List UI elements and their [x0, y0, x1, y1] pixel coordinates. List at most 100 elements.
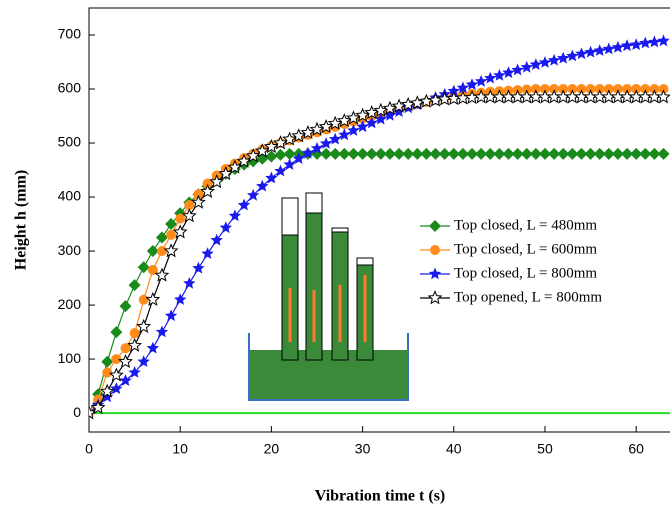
marker — [603, 84, 614, 95]
marker — [611, 147, 624, 160]
marker — [174, 293, 187, 305]
marker — [227, 159, 243, 174]
marker — [529, 147, 542, 160]
marker — [356, 147, 369, 160]
marker — [282, 131, 298, 146]
marker — [602, 147, 615, 160]
marker — [165, 218, 178, 231]
marker — [484, 71, 497, 84]
x-tick-label: 30 — [355, 441, 371, 457]
marker — [547, 53, 561, 66]
marker — [155, 231, 168, 244]
marker — [274, 164, 287, 177]
marker — [90, 399, 106, 415]
marker — [355, 107, 371, 122]
plot-area — [89, 34, 670, 420]
marker — [420, 147, 433, 160]
marker — [657, 147, 670, 160]
marker — [648, 35, 661, 48]
legend-label: Top opened, L = 800mm — [454, 289, 602, 305]
marker — [493, 69, 506, 81]
marker — [620, 39, 634, 52]
marker — [202, 178, 213, 189]
marker — [539, 84, 550, 95]
marker — [456, 147, 469, 160]
marker — [329, 147, 342, 160]
marker — [548, 147, 561, 160]
marker — [593, 44, 606, 56]
marker — [575, 147, 588, 160]
marker — [163, 243, 179, 258]
marker — [320, 147, 333, 160]
marker — [549, 84, 560, 95]
marker — [557, 147, 570, 160]
marker — [128, 279, 141, 292]
marker — [584, 45, 597, 58]
marker — [318, 118, 334, 134]
marker — [393, 147, 406, 160]
marker — [145, 291, 161, 306]
x-tick-label: 0 — [85, 441, 93, 457]
marker — [356, 120, 369, 133]
marker — [602, 42, 615, 55]
marker — [136, 318, 152, 333]
plot-frame — [88, 7, 670, 433]
marker — [649, 84, 660, 95]
marker — [338, 128, 351, 141]
marker — [538, 147, 551, 160]
marker — [520, 60, 533, 73]
marker — [502, 66, 515, 79]
marker — [347, 124, 360, 136]
marker — [301, 146, 314, 159]
marker — [631, 84, 642, 95]
marker — [245, 148, 261, 163]
marker — [383, 147, 396, 160]
x-tick-label: 20 — [264, 441, 280, 457]
marker — [383, 109, 397, 121]
marker — [557, 51, 570, 64]
marker — [558, 84, 569, 95]
marker — [511, 147, 524, 160]
marker — [201, 247, 214, 259]
marker — [657, 34, 670, 47]
y-axis-label: Height h (mm) — [13, 170, 30, 270]
legend-label: Top closed, L = 600mm — [454, 241, 597, 257]
marker — [164, 309, 178, 322]
marker — [329, 132, 342, 145]
marker — [184, 200, 195, 211]
marker — [120, 343, 131, 354]
marker — [566, 147, 579, 160]
marker — [263, 138, 279, 154]
marker — [166, 229, 177, 240]
marker — [365, 147, 378, 160]
marker — [191, 194, 206, 209]
marker — [172, 224, 188, 239]
marker — [137, 261, 150, 274]
legend-marker — [430, 245, 440, 255]
marker — [127, 337, 143, 352]
marker — [402, 147, 415, 160]
y-tick-label: 600 — [58, 80, 82, 96]
marker — [585, 84, 596, 95]
marker — [228, 209, 242, 222]
marker — [283, 158, 296, 170]
marker — [576, 84, 587, 95]
marker — [101, 390, 114, 403]
marker — [374, 147, 387, 160]
marker — [183, 277, 196, 289]
marker — [101, 355, 114, 368]
y-tick-label: 500 — [58, 134, 82, 150]
marker — [146, 245, 159, 258]
marker — [291, 128, 307, 143]
marker — [265, 150, 278, 163]
marker — [219, 221, 232, 234]
legend-label: Top closed, L = 480mm — [454, 217, 597, 233]
marker — [155, 325, 169, 338]
marker — [129, 328, 140, 339]
x-tick-label: 50 — [537, 441, 553, 457]
marker — [639, 147, 652, 160]
legend-marker — [427, 290, 443, 305]
marker — [175, 213, 186, 224]
inset-diagram — [248, 192, 409, 401]
marker — [594, 84, 605, 95]
